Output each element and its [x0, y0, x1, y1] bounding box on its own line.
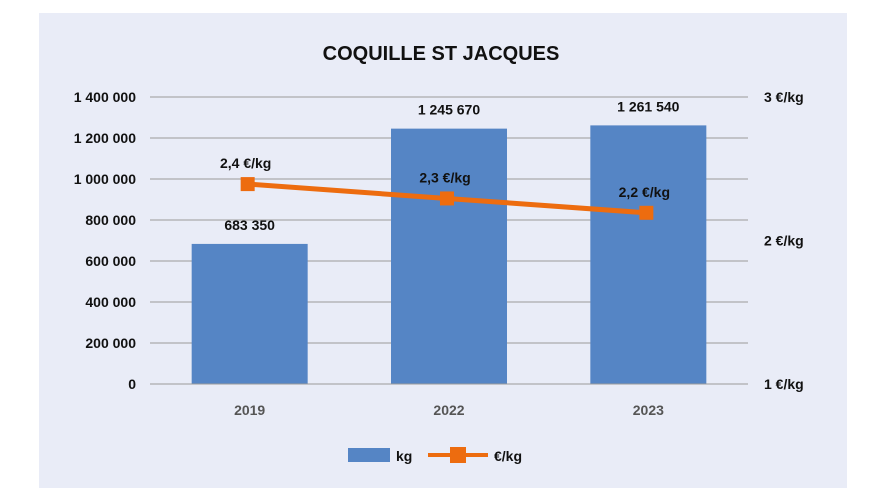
- legend: kg €/kg: [348, 447, 522, 464]
- x-axis: 2019 2022 2023: [150, 383, 748, 418]
- legend-label-kg: kg: [396, 448, 412, 464]
- bar-value-label: 1 245 670: [418, 102, 480, 118]
- y-axis-right: 1 €/kg 2 €/kg 3 €/kg: [764, 89, 804, 392]
- x-tick-label: 2022: [433, 402, 464, 418]
- price-marker: [440, 191, 454, 206]
- line-series: [240, 177, 654, 220]
- bar: [191, 243, 308, 384]
- x-tick-label: 2023: [633, 402, 664, 418]
- y-tick-label: 1 200 000: [74, 130, 136, 146]
- bar: [590, 125, 707, 384]
- y-axis-left: 0 200 000 400 000 600 000 800 000 1 000 000 1 …: [74, 89, 137, 392]
- y-tick-label: 200 000: [85, 335, 136, 351]
- y-tick-label: 0: [128, 376, 136, 392]
- price-value-label: 2,4 €/kg: [220, 155, 271, 171]
- bar: [391, 128, 507, 384]
- y-tick-label: 600 000: [85, 253, 136, 269]
- y-tick-label: 1 400 000: [74, 89, 136, 105]
- legend-marker-icon: [450, 447, 466, 463]
- y-tick-label: 1 000 000: [74, 171, 136, 187]
- y2-tick-label: 2 €/kg: [764, 233, 804, 249]
- price-marker: [639, 205, 654, 220]
- legend-label-price: €/kg: [494, 448, 522, 464]
- price-value-label: 2,3 €/kg: [419, 169, 470, 185]
- y2-tick-label: 1 €/kg: [764, 376, 804, 392]
- y2-tick-label: 3 €/kg: [764, 89, 804, 105]
- price-value-label: 2,2 €/kg: [619, 184, 670, 200]
- price-marker: [240, 177, 255, 192]
- bar-value-label: 1 261 540: [617, 98, 679, 114]
- data-labels: 683 350 1 245 670 1 261 540 2,4 €/kg 2,3 €/k…: [220, 98, 680, 233]
- bar-value-label: 683 350: [224, 217, 275, 233]
- y-tick-label: 400 000: [85, 294, 136, 310]
- legend-swatch-kg: [348, 448, 390, 462]
- y-tick-label: 800 000: [85, 212, 136, 228]
- bar-series: [191, 125, 707, 384]
- x-tick-label: 2019: [234, 402, 265, 418]
- chart-title: COQUILLE ST JACQUES: [323, 43, 560, 65]
